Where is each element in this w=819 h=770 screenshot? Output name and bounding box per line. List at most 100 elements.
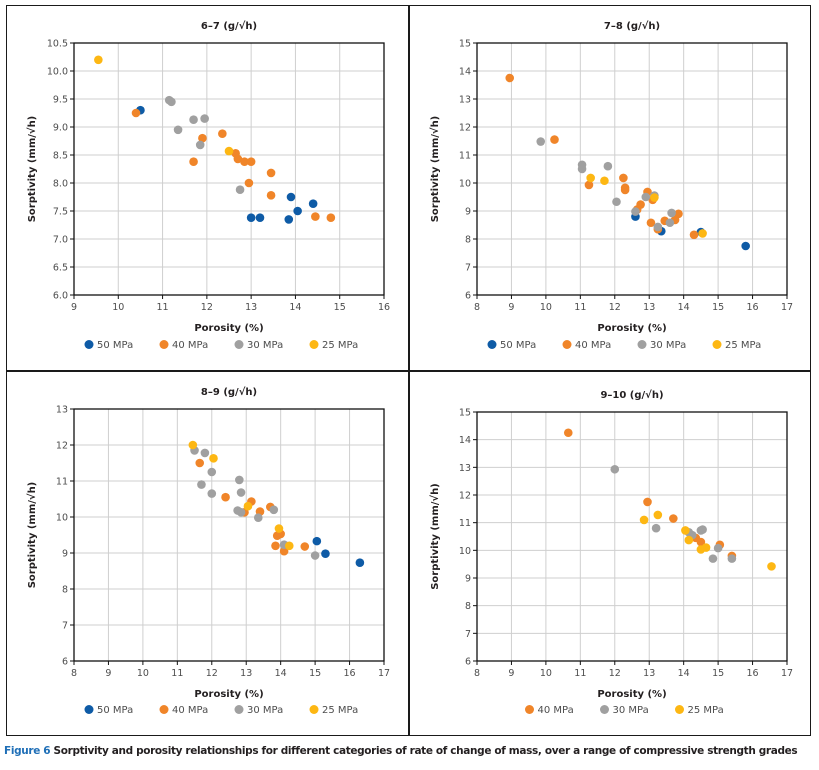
series-25-mpa <box>188 440 294 551</box>
data-point <box>689 230 699 240</box>
data-point <box>684 535 694 545</box>
x-tick-label: 15 <box>712 668 724 679</box>
data-point <box>274 524 284 533</box>
legend-label: 40 MPa <box>172 705 208 716</box>
legend-marker <box>234 340 244 349</box>
data-point <box>195 458 205 468</box>
y-tick-label: 11 <box>56 477 68 488</box>
data-point <box>643 497 652 507</box>
x-axis-label: Porosity (%) <box>597 323 666 334</box>
legend-label: 50 MPa <box>97 705 133 716</box>
series-30-mpa <box>610 464 737 563</box>
legend-label: 30 MPa <box>247 340 283 351</box>
data-point <box>243 501 253 511</box>
y-tick-label: 11 <box>459 151 471 162</box>
legend-item-50-mpa: 50 MPa <box>84 705 133 716</box>
y-tick-label: 13 <box>459 95 471 106</box>
y-tick-label: 14 <box>459 435 471 446</box>
data-point <box>650 193 659 202</box>
x-tick-label: 15 <box>309 668 321 679</box>
legend-marker <box>309 340 319 349</box>
series-25-mpa <box>586 173 707 238</box>
x-tick-label: 14 <box>678 668 690 679</box>
y-tick-label: 9 <box>465 207 471 218</box>
data-point <box>674 209 683 219</box>
data-point <box>246 213 256 223</box>
y-tick-label: 10 <box>56 513 68 524</box>
data-point <box>188 440 198 450</box>
y-tick-label: 10.0 <box>47 67 68 78</box>
gridlines <box>74 409 384 661</box>
x-tick-label: 12 <box>609 668 621 679</box>
x-tick-label: 9 <box>508 668 514 679</box>
x-tick-label: 8 <box>474 668 480 679</box>
legend-label: 40 MPa <box>575 340 611 351</box>
y-tick-label: 7 <box>465 263 471 274</box>
y-tick-label: 10 <box>459 179 471 190</box>
legend-marker <box>600 705 609 714</box>
x-tick-label: 17 <box>781 302 793 313</box>
data-point <box>665 218 675 228</box>
data-point <box>286 192 296 202</box>
data-point <box>727 554 737 563</box>
x-tick-label: 12 <box>201 302 213 313</box>
y-tick-label: 13 <box>459 463 471 474</box>
x-tick-label: 9 <box>508 302 514 313</box>
legend-marker <box>84 705 94 714</box>
data-point <box>253 513 263 523</box>
data-point <box>696 537 706 547</box>
y-axis-label: Sorptivity (mm/√h) <box>429 483 441 590</box>
legend-item-30-mpa: 30 MPa <box>234 340 283 351</box>
data-point <box>235 475 244 485</box>
data-point <box>284 541 294 551</box>
legend-marker <box>525 705 534 714</box>
legend-marker <box>637 340 647 349</box>
chart-title: 9–10 (g/√h) <box>600 389 663 401</box>
x-axis-label: Porosity (%) <box>194 689 263 700</box>
plot-area-border <box>73 42 385 296</box>
x-tick-label: 10 <box>540 668 552 679</box>
data-point <box>269 505 279 515</box>
x-tick-label: 9 <box>71 302 77 313</box>
data-point <box>536 137 546 146</box>
legend-item-30-mpa: 30 MPa <box>234 705 283 716</box>
figure-caption: Figure 6 Sorptivity and porosity relatio… <box>4 745 798 757</box>
data-point <box>266 191 276 200</box>
data-point <box>173 125 183 135</box>
y-tick-label: 9.5 <box>53 95 68 106</box>
legend-item-40-mpa: 40 MPa <box>159 340 208 351</box>
figure-caption-label: Figure 6 <box>4 745 51 757</box>
legend-item-30-mpa: 30 MPa <box>600 705 649 716</box>
x-tick-label: 14 <box>289 302 301 313</box>
y-tick-label: 12 <box>459 491 471 502</box>
gridlines <box>74 43 384 295</box>
series-30-mpa <box>536 137 676 232</box>
series-40-mpa <box>131 108 336 223</box>
legend-label: 25 MPa <box>688 705 724 716</box>
legend-marker <box>84 340 94 349</box>
series-50-mpa <box>312 536 365 568</box>
y-axis-label: Sorptivity (mm/√h) <box>26 116 38 223</box>
data-point <box>200 114 209 123</box>
x-tick-label: 12 <box>609 302 621 313</box>
legend-label: 40 MPa <box>538 705 574 716</box>
x-tick-label: 16 <box>747 302 759 313</box>
y-tick-label: 6.0 <box>53 291 68 302</box>
x-tick-label: 11 <box>171 668 183 679</box>
x-tick-label: 13 <box>245 302 257 313</box>
data-point <box>271 541 280 551</box>
y-tick-label: 6 <box>62 657 68 668</box>
y-tick-label: 8.0 <box>53 179 68 190</box>
data-point <box>612 197 621 207</box>
panel-divider-horizontal <box>6 370 811 372</box>
plot-area-border <box>476 411 788 662</box>
data-point <box>244 178 254 188</box>
data-point <box>646 218 656 228</box>
x-tick-label: 11 <box>574 668 586 679</box>
x-tick-label: 10 <box>137 668 149 679</box>
data-point <box>577 164 587 174</box>
data-point <box>207 467 217 477</box>
legend: 50 MPa 40 MPa 30 MPa 25 MPa <box>84 340 358 351</box>
legend-marker <box>712 340 722 349</box>
